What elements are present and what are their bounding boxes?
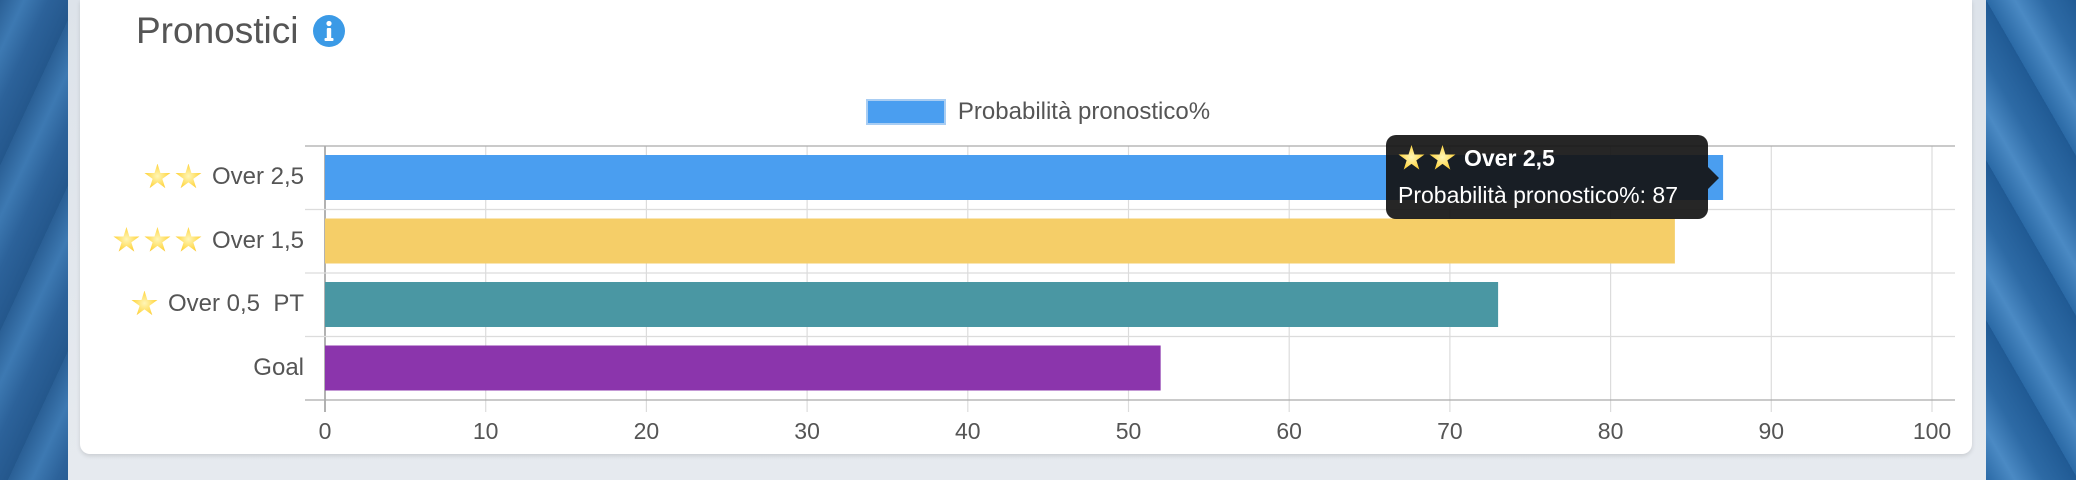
background-left bbox=[0, 0, 68, 480]
star-icon bbox=[1429, 145, 1456, 170]
x-tick-label: 0 bbox=[319, 418, 332, 444]
star-icon bbox=[113, 227, 140, 252]
y-tick-label: Goal bbox=[253, 346, 304, 390]
tooltip-body: Probabilità pronostico%: 87 bbox=[1398, 182, 1679, 208]
section-header: Pronostici bbox=[136, 6, 346, 56]
tooltip-value: 87 bbox=[1652, 182, 1679, 208]
star-icon bbox=[175, 227, 202, 252]
x-tick-label: 20 bbox=[634, 418, 660, 444]
x-axis-ticks: 0 10 20 30 40 50 60 70 80 90 100 bbox=[319, 418, 1952, 444]
x-tick-label: 80 bbox=[1598, 418, 1624, 444]
y-tick-label: Over 1,5 bbox=[113, 219, 304, 263]
y-tick-label: Over 0,5 PT bbox=[131, 282, 304, 326]
section-title: Pronostici bbox=[136, 10, 299, 51]
x-tick-label: 30 bbox=[794, 418, 820, 444]
star-icon bbox=[144, 227, 171, 252]
chart-tooltip: Over 2,5 Probabilità pronostico%: 87 bbox=[1386, 135, 1719, 219]
tooltip-label: Probabilità pronostico% bbox=[1398, 182, 1640, 208]
bar-2 bbox=[325, 282, 1499, 327]
background-right bbox=[1986, 0, 2076, 480]
x-tick-label: 60 bbox=[1276, 418, 1302, 444]
star-icon bbox=[131, 290, 158, 316]
category-label: Over 2,5 bbox=[211, 163, 304, 190]
y-tick-label: Over 2,5 bbox=[144, 155, 304, 199]
tooltip-title-row: Over 2,5 bbox=[1398, 145, 1696, 172]
legend-swatch bbox=[865, 99, 946, 125]
chart-legend[interactable]: Probabilità pronostico% bbox=[0, 98, 2076, 126]
rating-stars bbox=[144, 163, 202, 191]
x-tick-label: 10 bbox=[473, 418, 499, 444]
x-tick-label: 70 bbox=[1437, 418, 1463, 444]
x-tick-label: 90 bbox=[1759, 418, 1785, 444]
info-circle-icon[interactable] bbox=[312, 14, 346, 48]
category-label: Over 1,5 bbox=[211, 226, 304, 254]
star-icon bbox=[175, 163, 202, 189]
star-icon bbox=[1398, 145, 1425, 170]
rating-stars bbox=[113, 227, 202, 254]
bar-1 bbox=[325, 218, 1675, 264]
category-label: Over 0,5 PT bbox=[167, 290, 304, 317]
star-icon bbox=[144, 163, 171, 189]
legend-label: Probabilità pronostico% bbox=[957, 98, 1211, 125]
bar-3 bbox=[325, 345, 1161, 391]
tooltip-stars bbox=[1398, 145, 1456, 172]
x-tick-label: 100 bbox=[1913, 418, 1951, 444]
rating-stars bbox=[131, 290, 158, 318]
tooltip-title: Over 2,5 bbox=[1464, 145, 1555, 171]
x-tick-label: 50 bbox=[1116, 418, 1142, 444]
category-label: Goal bbox=[253, 353, 304, 381]
x-tick-label: 40 bbox=[955, 418, 981, 444]
